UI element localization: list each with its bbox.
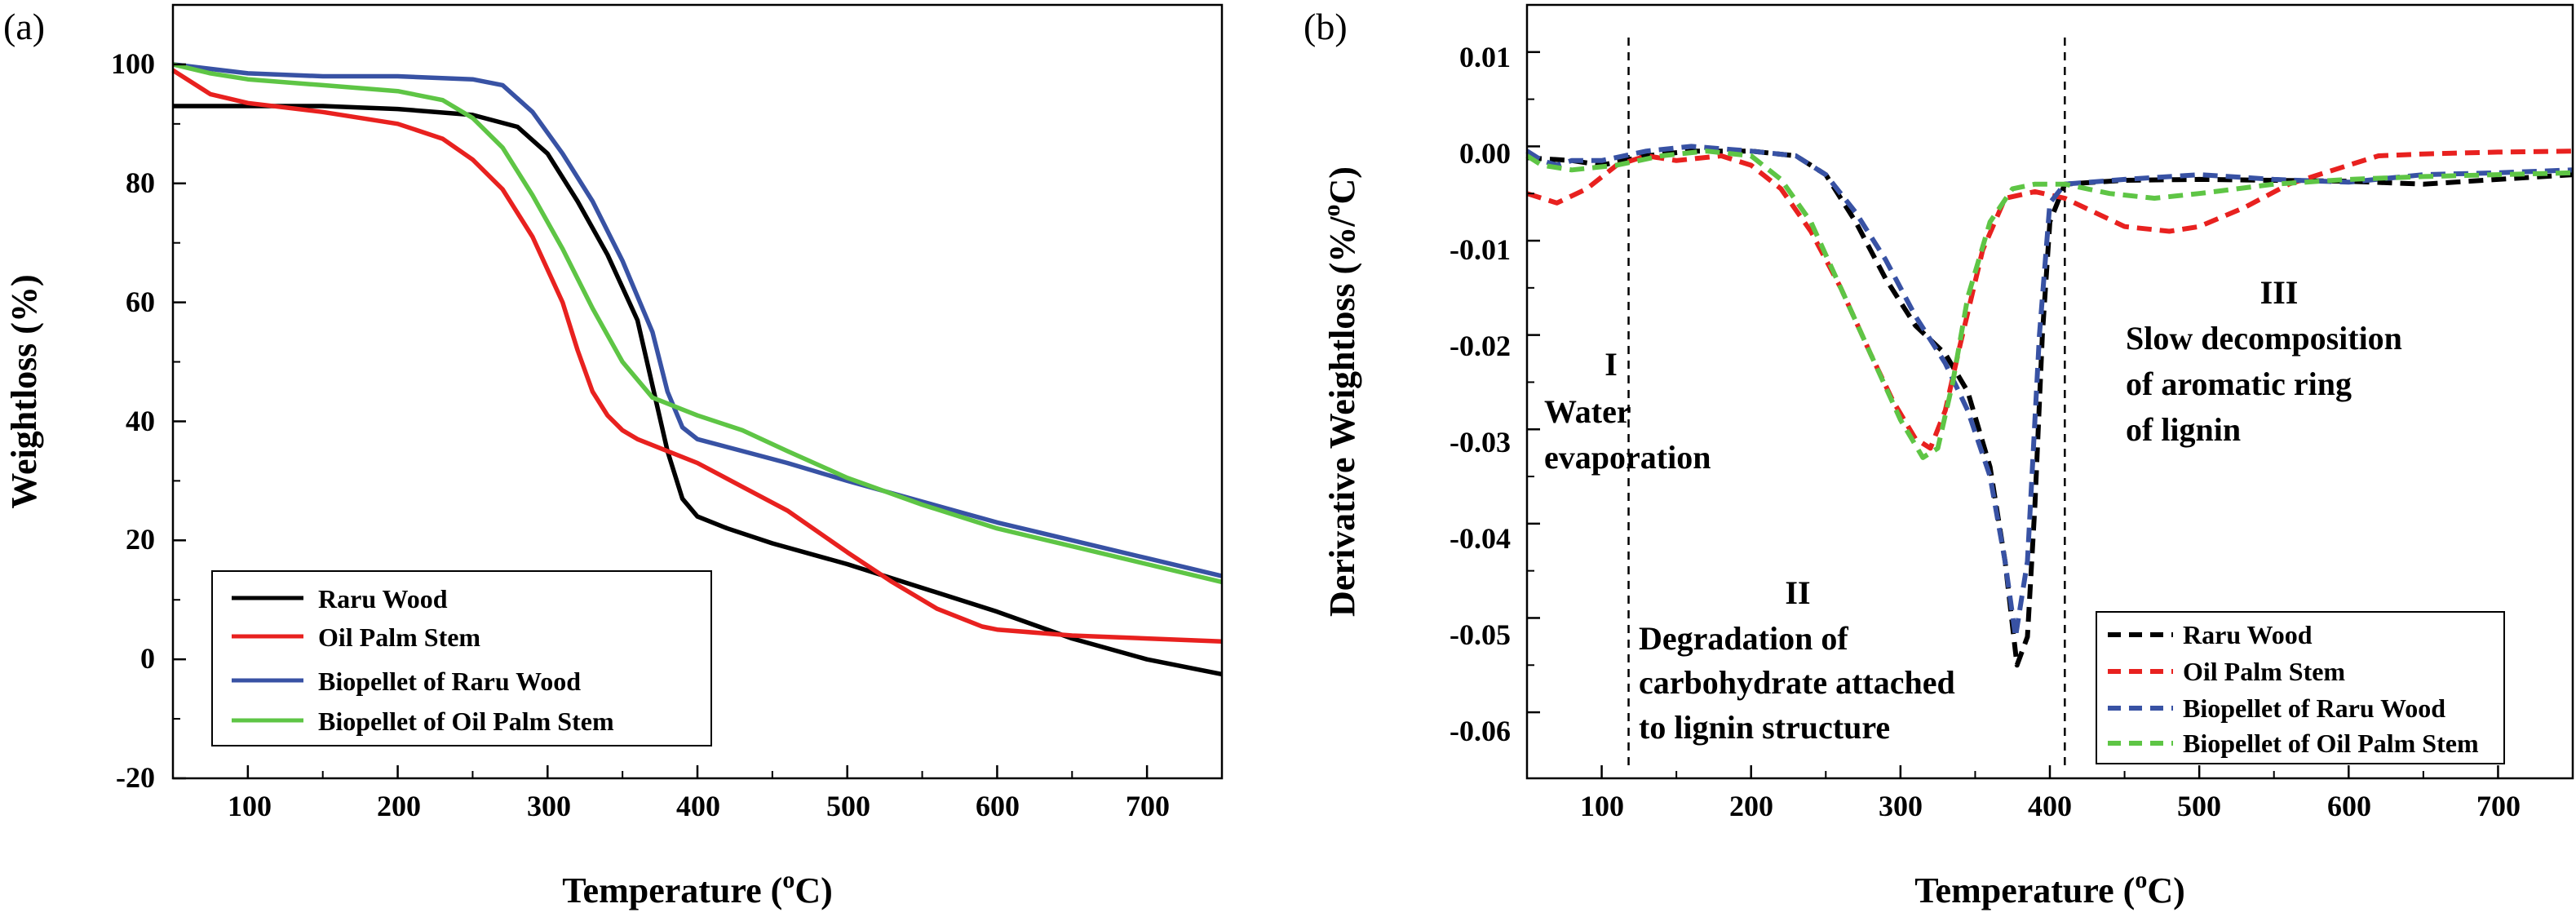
- panel-a-legend-label: Raru Wood: [318, 584, 448, 614]
- panel-b-x-tick-label: 400: [2028, 790, 2072, 822]
- panel-b-x-tick-label: 100: [1580, 790, 1624, 822]
- panel-b-letter: (b): [1303, 6, 1348, 47]
- panel-a-y-tick-label: 20: [126, 523, 155, 556]
- panel-a-y-tick-label: 100: [111, 47, 155, 80]
- panel-a-y-tick-label: 40: [126, 405, 155, 437]
- panel-a-x-tick-labels: 100 200 300 400 500 600 700: [228, 790, 1170, 822]
- region-2-line-3: to lignin structure: [1639, 709, 1890, 746]
- panel-a-y-tick-label: 60: [126, 286, 155, 318]
- region-3-numeral: III: [2260, 274, 2299, 311]
- panel-b-y-tick-label: -0.01: [1450, 233, 1511, 266]
- panel-b-x-title-tail: C): [2147, 870, 2184, 910]
- region-2-line-1: Degradation of: [1639, 620, 1848, 657]
- series-line-biopellet-of-raru-wood: [172, 62, 1223, 578]
- series-line-oil-palm-stem: [171, 68, 1223, 645]
- region-3-line-3: of lignin: [2126, 411, 2241, 448]
- panel-a-y-tick-label: -20: [116, 761, 155, 794]
- panel-a-legend-box: [211, 570, 712, 746]
- panel-b-legend-label: Biopellet of Raru Wood: [2183, 693, 2445, 723]
- panel-a-x-title-main: Temperature (: [562, 870, 782, 910]
- panel-a-x-tick-label: 100: [228, 790, 272, 822]
- panel-b-legend-label: Raru Wood: [2183, 620, 2313, 649]
- panel-b-legend-label: Oil Palm Stem: [2183, 657, 2345, 686]
- panel-b-y-axis-title: Derivative Weightloss (%/oC): [1318, 166, 1362, 617]
- panel-b-x-tick-label: 700: [2476, 790, 2521, 822]
- panel-a-x-title-tail: C): [794, 870, 832, 910]
- region-1-line-2: evaporation: [1544, 439, 1711, 476]
- panel-a-legend-label: Biopellet of Oil Palm Stem: [318, 707, 614, 736]
- panel-a-legend: Raru Wood Oil Palm Stem Biopellet of Rar…: [211, 570, 712, 746]
- panel-a-y-axis-title: Weightloss (%): [4, 274, 44, 508]
- region-3-line-2: of aromatic ring: [2126, 365, 2352, 402]
- panel-a-legend-label: Biopellet of Raru Wood: [318, 667, 581, 696]
- panel-a-y-tick-label: 0: [140, 642, 155, 675]
- panel-b-y-title-tail: C): [1322, 166, 1362, 204]
- panel-b-x-axis-title: Temperature (oC): [1914, 866, 2185, 910]
- panel-b-x-tick-label: 600: [2327, 790, 2371, 822]
- panel-b-y-tick-labels: -0.06 -0.05 -0.04 -0.03 -0.02 -0.01 0.00…: [1450, 41, 1511, 747]
- panel-a-series-group: [171, 62, 1223, 677]
- panel-a-x-tick-label: 600: [976, 790, 1020, 822]
- panel-a-y-tick-label: 80: [126, 166, 155, 199]
- panel-b-y-tick-label: -0.02: [1450, 330, 1511, 362]
- panel-a-x-tick-label: 500: [826, 790, 870, 822]
- panel-b-y-tick-label: 0.01: [1459, 41, 1511, 73]
- region-1-line-1: Water: [1544, 393, 1631, 430]
- panel-b-legend-label: Biopellet of Oil Palm Stem: [2183, 729, 2479, 758]
- panel-b-x-tick-labels: 100 200 300 400 500 600 700: [1580, 790, 2521, 822]
- panel-b-legend-box: [2096, 611, 2505, 764]
- panel-a-x-axis-title: Temperature (oC): [562, 866, 833, 910]
- region-1-numeral: I: [1604, 346, 1618, 383]
- panel-b-y-tick-label: 0.00: [1459, 137, 1511, 170]
- panel-b-x-tick-label: 500: [2177, 790, 2221, 822]
- panel-a-x-tick-label: 700: [1126, 790, 1170, 822]
- panel-b-x-ticks: [1600, 765, 2499, 778]
- panel-b-x-title-main: Temperature (: [1914, 870, 2135, 910]
- panel-a-x-tick-label: 300: [527, 790, 571, 822]
- panel-b-y-ticks: [1527, 51, 1540, 714]
- panel-b-legend: Raru Wood Oil Palm Stem Biopellet of Rar…: [2096, 611, 2505, 764]
- panel-a-x-ticks: [246, 765, 1149, 778]
- series-line-biopellet-of-oil-palm-stem: [1525, 148, 2574, 460]
- panel-b-y-tick-label: -0.05: [1450, 618, 1511, 651]
- panel-b-y-tick-label: -0.06: [1450, 715, 1511, 747]
- panel-a: (a) 100 200 300 400 500 600 700 -20 0 20…: [3, 3, 1224, 910]
- panel-b-x-tick-label: 300: [1879, 790, 1923, 822]
- region-2-line-2: carbohydrate attached: [1639, 664, 1955, 701]
- panel-b-annotations: I Water evaporation II Degradation of ca…: [1544, 274, 2402, 746]
- panel-a-x-tick-label: 400: [676, 790, 720, 822]
- series-line-oil-palm-stem: [1526, 148, 2574, 451]
- panel-b-series-group: [1525, 144, 2574, 668]
- panel-b-y-title-main: Derivative Weightloss (%/: [1322, 216, 1362, 617]
- panel-a-legend-label: Oil Palm Stem: [318, 622, 480, 652]
- panel-b-y-title-sup: o: [1318, 204, 1345, 216]
- panel-a-y-ticks: [173, 63, 186, 780]
- panel-a-x-title-sup: o: [782, 866, 794, 893]
- series-line-biopellet-of-oil-palm-stem: [172, 62, 1223, 585]
- region-3-line-1: Slow decomposition: [2126, 320, 2402, 357]
- panel-b: (b) 100 200 300 400 500 600 700 -0.06 -0…: [1303, 3, 2574, 910]
- panel-b-x-title-sup: o: [2135, 866, 2147, 893]
- panel-a-x-tick-label: 200: [377, 790, 421, 822]
- panel-a-y-tick-labels: -20 0 20 40 60 80 100: [111, 47, 155, 794]
- region-2-numeral: II: [1785, 574, 1810, 611]
- panel-b-x-tick-label: 200: [1729, 790, 1773, 822]
- series-line-raru-wood: [173, 104, 1223, 677]
- panel-b-y-tick-label: -0.03: [1450, 426, 1511, 458]
- panel-b-y-tick-label: -0.04: [1450, 522, 1511, 555]
- panel-a-letter: (a): [3, 6, 45, 47]
